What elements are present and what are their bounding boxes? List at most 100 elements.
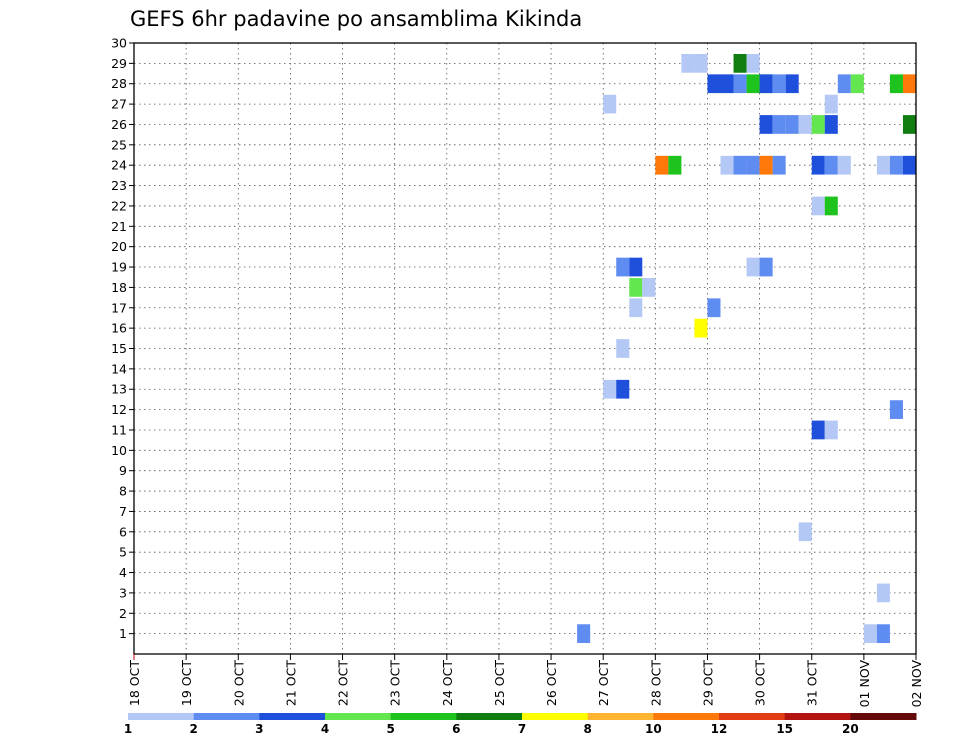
precip-cell	[889, 155, 903, 175]
colorbar-label: 1	[124, 722, 132, 736]
precip-cell	[824, 94, 838, 114]
y-tick-label: 8	[119, 484, 127, 499]
precip-cell	[902, 115, 916, 134]
y-tick-label: 12	[111, 402, 127, 417]
y-tick-label: 20	[111, 239, 127, 254]
y-tick-label: 29	[111, 56, 127, 71]
y-tick-label: 25	[111, 137, 127, 152]
precip-cell	[759, 155, 773, 175]
precip-cell	[681, 53, 695, 73]
x-tick-label: 19 OCT	[179, 660, 194, 706]
precip-cell	[694, 318, 708, 338]
precip-cell	[616, 339, 630, 358]
precip-cell	[811, 420, 825, 440]
x-tick-label: 29 OCT	[700, 660, 715, 706]
colorbar-segment	[259, 713, 326, 720]
y-tick-label: 2	[119, 606, 127, 621]
precip-cell	[720, 155, 734, 175]
y-tick-label: 6	[119, 524, 127, 539]
x-tick-label: 20 OCT	[231, 660, 246, 706]
colorbar-label: 5	[386, 722, 394, 736]
precip-cell	[772, 155, 786, 175]
precip-cell	[642, 278, 656, 297]
precip-cell	[668, 155, 682, 175]
colorbar-segment	[719, 713, 786, 720]
precip-cell	[707, 74, 721, 94]
precip-cell	[759, 257, 773, 277]
colorbar-segment	[456, 713, 523, 720]
y-tick-label: 14	[111, 361, 127, 376]
y-tick-label: 30	[111, 36, 127, 51]
precip-cell	[902, 74, 916, 94]
precip-cell	[824, 420, 838, 440]
colorbar-segment	[522, 713, 589, 720]
y-tick-label: 11	[111, 422, 127, 437]
precip-cell	[863, 624, 877, 644]
precip-cell	[824, 155, 838, 175]
precip-cell	[811, 196, 825, 216]
precip-cell	[785, 115, 799, 134]
precip-cell	[837, 74, 851, 94]
x-tick-label: 22 OCT	[336, 660, 351, 706]
precip-cell	[733, 155, 747, 175]
colorbar-label: 4	[321, 722, 329, 736]
precip-cell	[746, 53, 760, 73]
precip-cell	[876, 155, 890, 175]
precip-cell	[798, 522, 812, 542]
y-tick-label: 22	[111, 198, 127, 213]
colorbar-segment	[128, 713, 195, 720]
y-tick-label: 23	[111, 178, 127, 193]
x-tick-label: 23 OCT	[388, 660, 403, 706]
y-tick-label: 7	[119, 504, 127, 519]
chart-title: GEFS 6hr padavine po ansamblima Kikinda	[130, 7, 582, 31]
colorbar-segment	[193, 713, 260, 720]
precip-cell	[837, 155, 851, 175]
precip-cell	[876, 624, 890, 644]
y-tick-label: 18	[111, 280, 127, 295]
precip-cell	[746, 155, 760, 175]
colorbar-label: 6	[452, 722, 460, 736]
colorbar-segment	[587, 713, 654, 720]
x-tick-label: 27 OCT	[596, 660, 611, 706]
precip-cell	[772, 115, 786, 134]
precip-cell	[616, 257, 630, 277]
colorbar-label: 12	[711, 722, 728, 736]
x-tick-label: 26 OCT	[544, 660, 559, 706]
colorbar: 1 2 3 4 5 6 7 8 10 12 15 20	[124, 713, 917, 736]
colorbar-label: 8	[583, 722, 591, 736]
precip-cell	[694, 53, 708, 73]
x-tick-label: 02 NOV	[909, 660, 924, 708]
precip-cell	[902, 155, 916, 175]
y-tick-label: 28	[111, 76, 127, 91]
x-tick-label: 31 OCT	[805, 660, 820, 706]
x-tick-label: 01 NOV	[857, 660, 872, 708]
y-tick-label: 5	[119, 545, 127, 560]
x-tick-label: 30 OCT	[753, 660, 768, 706]
y-tick-label: 9	[119, 463, 127, 478]
x-tick-label: 25 OCT	[492, 660, 507, 706]
y-tick-label: 13	[111, 382, 127, 397]
precip-cell	[746, 74, 760, 94]
y-tick-label: 26	[111, 117, 127, 132]
x-tick-label: 24 OCT	[440, 660, 455, 706]
precip-cell	[850, 74, 864, 94]
precip-cell	[889, 74, 903, 94]
x-tick-label: 28 OCT	[648, 660, 663, 706]
colorbar-label: 7	[518, 722, 526, 736]
precip-cell	[616, 379, 630, 399]
colorbar-label: 2	[189, 722, 197, 736]
colorbar-segment	[784, 713, 851, 720]
precip-cell	[577, 624, 591, 644]
colorbar-segment	[390, 713, 457, 720]
precip-cell	[759, 74, 773, 94]
x-axis-ticks: 18 OCT 19 OCT 20 OCT 21 OCT 22 OCT 23 OCT 24 O…	[127, 654, 924, 707]
precip-cell	[707, 298, 721, 318]
y-axis-ticks: 1234567891011121314151617181920212223242…	[111, 36, 134, 641]
x-tick-label: 21 OCT	[283, 660, 298, 706]
y-tick-label: 15	[111, 341, 127, 356]
y-tick-label: 16	[111, 321, 127, 336]
precip-cell	[811, 115, 825, 134]
precipitation-cells	[577, 53, 916, 644]
precip-cell	[603, 94, 617, 114]
y-tick-label: 21	[111, 219, 127, 234]
